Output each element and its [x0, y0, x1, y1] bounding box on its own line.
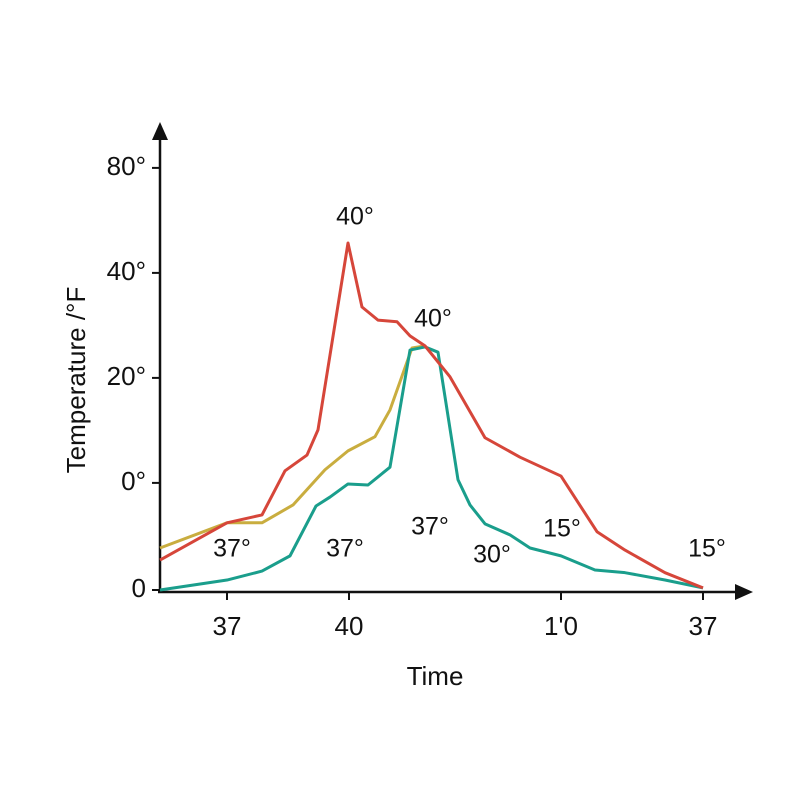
x-tick-label: 37: [213, 611, 242, 641]
y-tick-label: 40°: [107, 256, 146, 286]
y-tick-label: 80°: [107, 151, 146, 181]
annotation: 15°: [543, 515, 581, 543]
x-tick-label: 1'0: [544, 611, 578, 641]
y-tick-label: 0: [132, 573, 146, 603]
y-axis-label: Temperature /°F: [61, 287, 91, 474]
series-line: [159, 345, 704, 592]
series-line: [159, 344, 426, 550]
y-tick-label: 0°: [121, 466, 146, 496]
x-axis-label: Time: [407, 661, 464, 691]
y-tick-label: 20°: [107, 361, 146, 391]
annotation: 37°: [411, 513, 449, 541]
annotation: 40°: [414, 305, 452, 333]
x-tick-label: 40: [335, 611, 364, 641]
annotation: 15°: [688, 535, 726, 563]
x-axis-arrow: [735, 584, 753, 600]
series-line: [159, 241, 704, 590]
x-tick-label: 37: [689, 611, 718, 641]
annotation: 30°: [473, 541, 511, 569]
annotation: 40°: [336, 203, 374, 231]
y-axis-arrow: [152, 122, 168, 140]
annotation: 37°: [326, 535, 364, 563]
annotation: 37°: [213, 535, 251, 563]
